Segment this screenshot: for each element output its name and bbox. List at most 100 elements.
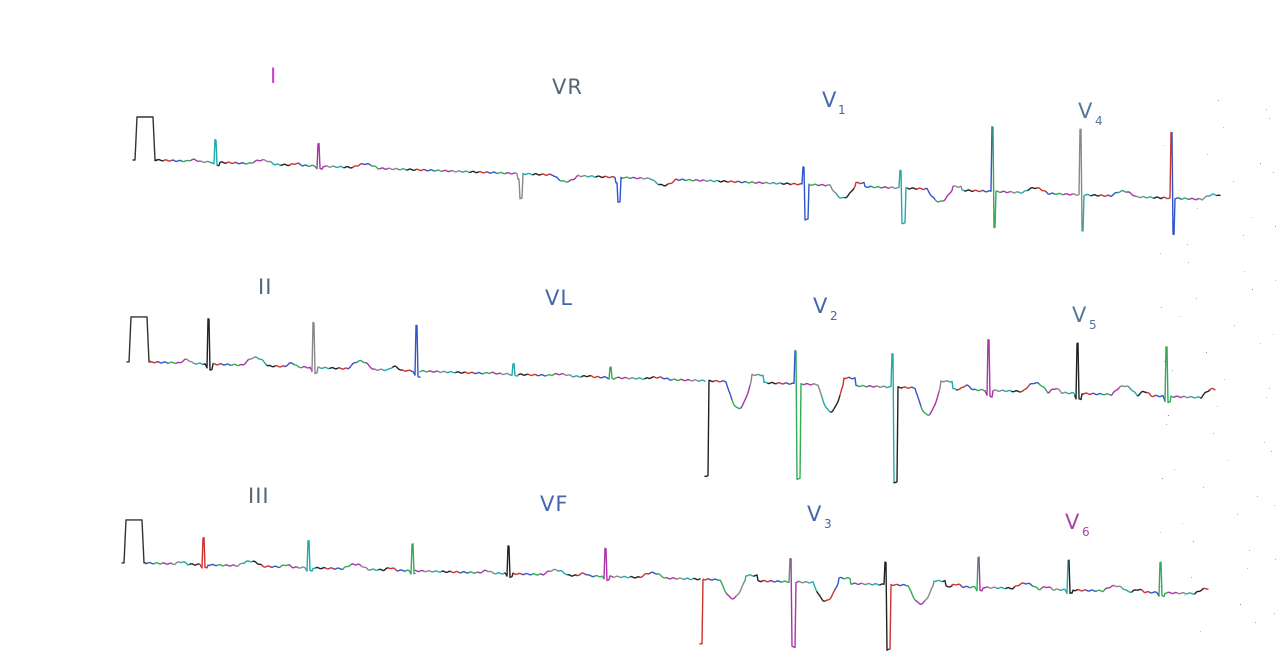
lead-label-III: III (248, 484, 270, 508)
trace-segment (1050, 587, 1061, 591)
trace-segment (626, 377, 637, 380)
trace-segment (703, 179, 711, 183)
trace-segment (978, 556, 989, 592)
trace-segment (621, 575, 632, 579)
trace-segment (518, 373, 529, 376)
trace-segment (374, 368, 385, 372)
trace-segment (704, 379, 715, 478)
calibration-pulse (121, 519, 147, 564)
trace-segment (522, 572, 533, 576)
trace-segment (230, 363, 241, 367)
trace-segment (726, 593, 737, 600)
trace-segment (360, 565, 371, 571)
trace-segment (830, 394, 841, 413)
trace-segment (325, 165, 336, 168)
trace-segment (1207, 193, 1218, 197)
noise-dot (1166, 424, 1167, 425)
trace-segment (951, 583, 962, 587)
trace-segment (289, 162, 300, 166)
trace-segment (648, 571, 659, 575)
trace-segment (423, 570, 434, 573)
trace-segment (1065, 391, 1076, 397)
trace-segment (347, 361, 358, 370)
noise-dot (1252, 217, 1253, 218)
trace-segment (599, 376, 610, 380)
trace-segment (658, 183, 669, 187)
trace-segment (1014, 582, 1025, 588)
trace-segment (577, 174, 588, 178)
trace-segment (189, 563, 200, 566)
trace-segment (477, 569, 488, 574)
trace-segment (455, 371, 466, 374)
trace-segment (514, 172, 525, 200)
noise-dot (1164, 361, 1165, 362)
noise-dot (1243, 235, 1244, 236)
trace-segment (1095, 588, 1106, 593)
trace-segment (966, 384, 977, 391)
trace-segment (952, 185, 963, 191)
trace-segment (675, 577, 686, 580)
trace-segment (1029, 381, 1040, 385)
svg-text:3: 3 (824, 517, 832, 531)
trace-segment (203, 318, 214, 371)
trace-segment (1189, 197, 1200, 201)
trace-segment (244, 161, 255, 165)
trace-segment (1036, 186, 1047, 193)
trace-segment (1002, 389, 1013, 393)
trace-segment (753, 574, 764, 583)
trace-segment (1137, 390, 1148, 397)
trace-segment (1018, 189, 1029, 194)
trace-segment (451, 169, 462, 173)
trace-segment (531, 573, 542, 576)
trace-segment (604, 175, 615, 179)
scan-noise (1160, 100, 1276, 632)
trace-segment (144, 561, 155, 565)
trace-segment (875, 385, 886, 388)
trace-segment (880, 186, 891, 189)
noise-dot (1160, 253, 1161, 254)
trace-segment (473, 371, 484, 375)
trace-segment (388, 167, 399, 171)
trace-segment (635, 377, 646, 380)
trace-segment (898, 169, 909, 225)
noise-dot (1184, 595, 1185, 596)
trace-segment (1194, 587, 1205, 595)
trace-segment (694, 179, 705, 182)
trace-segment (401, 369, 412, 372)
trace-segment (486, 570, 497, 575)
trace-segment (212, 362, 223, 366)
trace-segment (1191, 396, 1202, 399)
trace-segment (794, 350, 805, 481)
noise-dot (1260, 343, 1261, 344)
trace-segment (1167, 591, 1178, 595)
svg-text:V: V (1078, 99, 1093, 123)
trace-segment (469, 170, 480, 174)
trace-segment (1047, 388, 1058, 394)
trace-segment (1108, 191, 1119, 198)
trace-segment (1182, 395, 1193, 399)
trace-segment (549, 568, 560, 572)
noise-dot (1264, 442, 1265, 443)
noise-dot (1275, 559, 1276, 560)
trace-segment (653, 376, 664, 380)
trace-segment (727, 180, 738, 184)
lead-label-V6: V 6 (1065, 510, 1090, 539)
trace-segment (162, 562, 173, 565)
trace-segment (1086, 589, 1097, 592)
trace-segment (208, 138, 219, 167)
trace-segment (853, 181, 864, 190)
noise-dot (1275, 226, 1276, 227)
trace-segment (1119, 385, 1130, 388)
trace-segment (911, 386, 922, 408)
trace-segment (762, 579, 773, 583)
noise-dot (1252, 289, 1253, 290)
trace-segment (442, 169, 453, 173)
noise-dot (1275, 280, 1276, 281)
trace-segment (478, 170, 489, 174)
noise-dot (1164, 145, 1165, 146)
trace-segment (1056, 388, 1067, 395)
trace-segment (545, 373, 556, 377)
trace-segment (594, 574, 605, 580)
trace-segment (973, 189, 984, 193)
trace-segment (180, 561, 191, 566)
